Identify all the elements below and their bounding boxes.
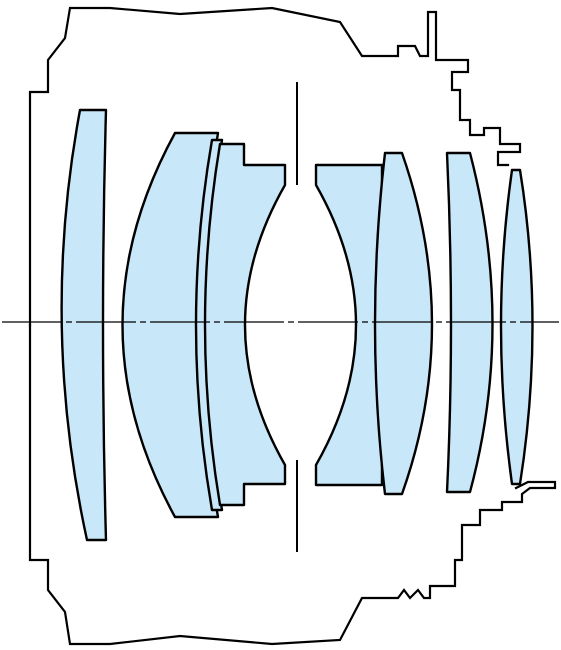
barrel-outline-lower [28,323,557,646]
lens-element-5 [314,163,384,487]
barrel-outline [28,6,522,327]
lens-element-6 [373,151,434,496]
lens-element-8 [499,168,534,486]
lens-element-4 [203,142,287,507]
lens-element-1 [60,108,108,542]
